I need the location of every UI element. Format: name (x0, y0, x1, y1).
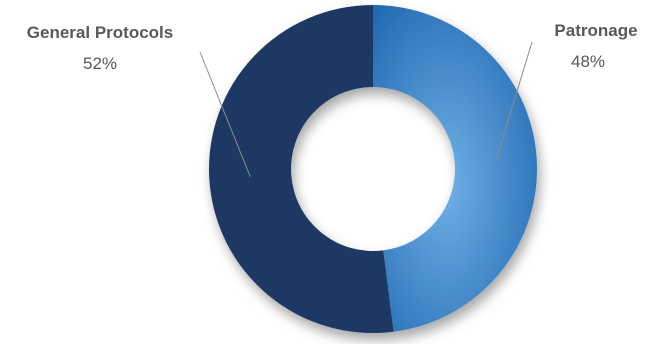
slice-general-protocols (209, 5, 394, 333)
donut-slices (209, 4, 538, 333)
slice-label-general-protocols: General Protocols 52% (27, 23, 173, 73)
slice-patronage (373, 4, 538, 332)
slice-label-patronage: Patronage 48% (554, 21, 637, 71)
leader-line-patronage (495, 41, 533, 162)
leader-line-general-protocols (199, 51, 251, 177)
leader-lines (199, 41, 533, 177)
slice-value-patronage: 48% (571, 52, 605, 71)
slice-value-general-protocols: 52% (83, 54, 117, 73)
slice-name-general-protocols: General Protocols (27, 23, 173, 42)
slice-name-patronage: Patronage (554, 21, 637, 40)
